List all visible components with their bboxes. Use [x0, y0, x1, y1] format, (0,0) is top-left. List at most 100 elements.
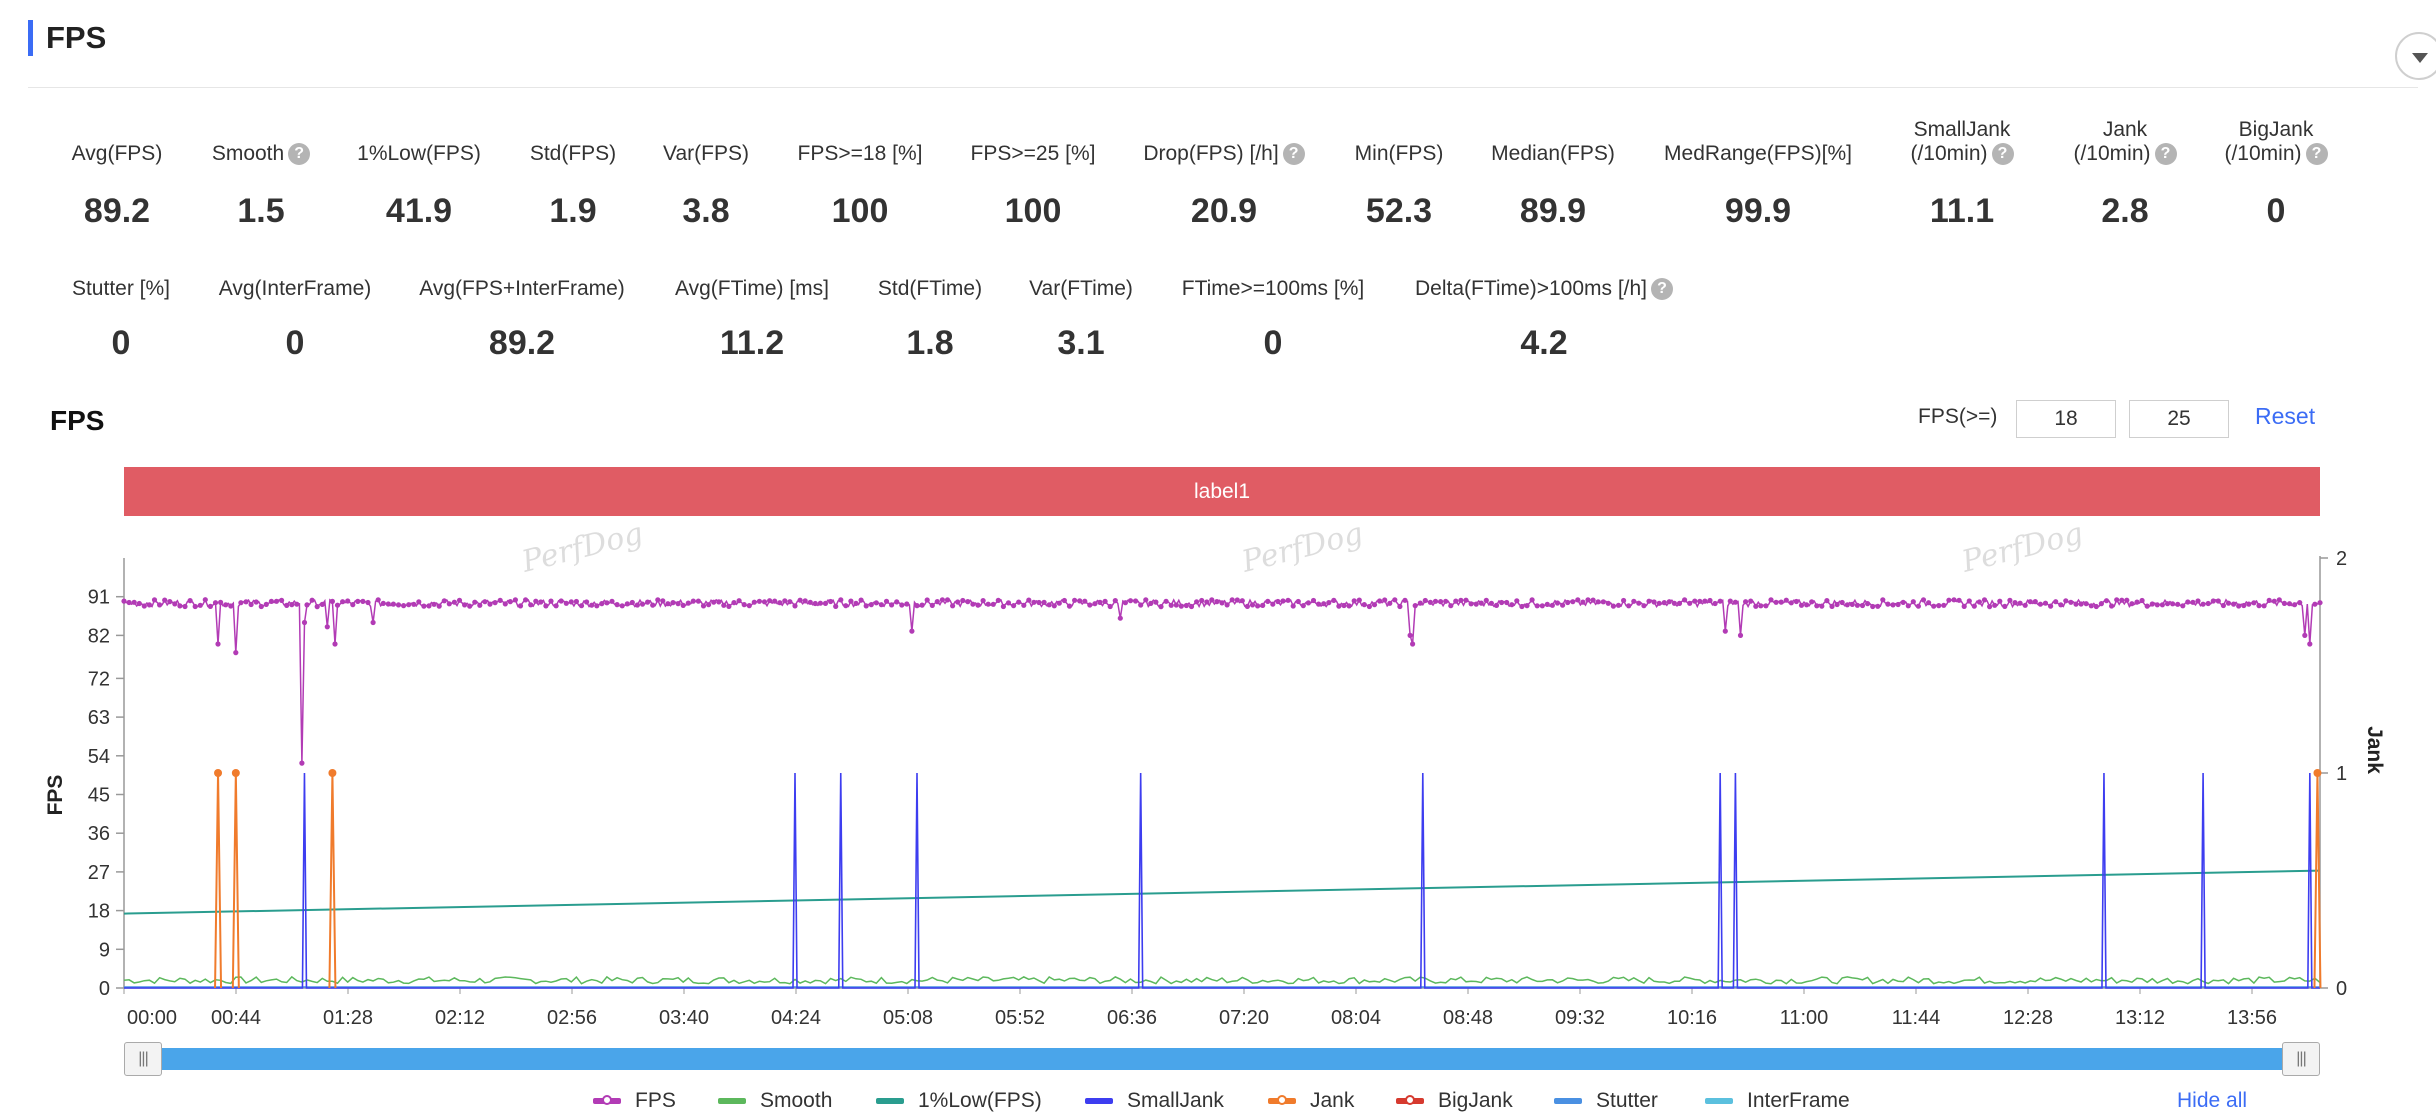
help-icon[interactable]: ? — [1651, 278, 1674, 301]
fps-point — [1946, 597, 1952, 603]
fps-point — [589, 602, 595, 608]
fps-point — [2098, 601, 2104, 607]
fps-point — [1087, 602, 1093, 608]
fps-threshold-1-input[interactable] — [2016, 400, 2116, 438]
fps-point — [472, 599, 478, 605]
slider-left-handle[interactable]: ||| — [124, 1042, 162, 1076]
fps-point — [2027, 599, 2033, 605]
fps-point — [492, 600, 498, 606]
reset-button[interactable]: Reset — [2255, 403, 2316, 429]
fps-point — [797, 597, 803, 603]
fps-point — [1473, 601, 1479, 607]
series-line-smalljank — [124, 772, 2320, 989]
fps-point — [1595, 599, 1601, 605]
y2-tick-label: 1 — [2336, 763, 2347, 785]
legend-label: Stutter — [1596, 1089, 1658, 1112]
fps-point — [1697, 598, 1703, 604]
fps-point — [1661, 600, 1667, 606]
metric-value: 89.9 — [1519, 192, 1587, 230]
fps-point — [1000, 603, 1007, 610]
fps-threshold-2-input[interactable] — [2129, 400, 2229, 438]
fps-point — [431, 601, 437, 607]
fps-point — [1331, 597, 1337, 603]
fps-point — [426, 603, 432, 609]
fps-point — [1478, 600, 1484, 606]
fps-point — [248, 601, 254, 608]
help-icon[interactable]: ? — [1991, 143, 2014, 166]
legend-item-jank[interactable]: Jank — [1268, 1088, 1354, 1114]
hide-all-button[interactable]: Hide all — [2177, 1089, 2248, 1112]
metric-label: 1%Low(FPS) — [357, 142, 481, 165]
fps-point — [482, 599, 488, 605]
metric-avg-fps-interframe: Avg(FPS+InterFrame) 89.2 — [362, 253, 682, 362]
help-icon[interactable]: ? — [288, 143, 311, 166]
metric-value: 1.9 — [549, 192, 597, 230]
fps-point — [756, 598, 763, 604]
legend-item-smooth[interactable]: Smooth — [718, 1088, 832, 1114]
fps-point — [1321, 601, 1327, 607]
fps-point — [1244, 603, 1250, 609]
slider-track[interactable] — [144, 1048, 2300, 1070]
fps-point — [2195, 598, 2201, 604]
jank-point — [2313, 769, 2322, 777]
fps-point — [1153, 599, 1159, 605]
fps-point — [990, 601, 996, 607]
help-icon[interactable]: ? — [2154, 143, 2177, 166]
metric-value: 11.2 — [719, 324, 785, 362]
fps-point — [1651, 599, 1657, 605]
fps-point — [1122, 600, 1128, 606]
fps-point — [1346, 603, 1352, 609]
fps-point — [1163, 598, 1169, 604]
help-icon[interactable]: ? — [1282, 143, 1305, 166]
fps-point — [1732, 599, 1738, 605]
fps-point — [1646, 598, 1652, 604]
fps-point — [634, 602, 641, 608]
metric-value: 100 — [1004, 192, 1062, 230]
legend-label: Jank — [1310, 1089, 1355, 1112]
fps-point — [1453, 598, 1459, 604]
fps-point — [121, 598, 127, 604]
y-tick-label: 18 — [88, 901, 110, 923]
fps-point — [1483, 597, 1489, 603]
fps-point — [215, 641, 221, 647]
x-tick-label: 05:08 — [883, 1007, 933, 1029]
metric-value: 99.9 — [1724, 192, 1792, 230]
legend-item-smalljank[interactable]: SmallJank — [1085, 1088, 1224, 1114]
fps-point — [1499, 599, 1505, 606]
label-band[interactable]: label1 — [124, 467, 2320, 516]
legend-item-interframe[interactable]: InterFrame — [1705, 1088, 1850, 1114]
x-tick-label: 02:12 — [435, 1007, 485, 1029]
metric-label-unit: (/10min)? — [1965, 142, 2285, 166]
fps-point — [1234, 597, 1240, 603]
legend-item-1-low-fps-[interactable]: 1%Low(FPS) — [876, 1088, 1042, 1114]
fps-point — [1987, 604, 1993, 610]
fps-point — [2246, 601, 2252, 607]
fps-point — [1412, 603, 1418, 609]
fps-point — [1326, 600, 1332, 606]
fps-point — [2037, 601, 2043, 607]
help-icon[interactable]: ? — [2305, 143, 2328, 166]
fps-point — [1870, 603, 1876, 610]
metric-label: Min(FPS) — [1354, 142, 1444, 165]
collapse-button[interactable] — [2395, 32, 2436, 80]
fps-point — [187, 598, 193, 604]
metric-value: 2.8 — [2101, 192, 2149, 230]
legend-item-fps[interactable]: FPS — [593, 1088, 676, 1114]
metric-label: FPS>=18 [%] — [797, 142, 923, 165]
legend-item-bigjank[interactable]: BigJank — [1396, 1088, 1513, 1114]
y-tick-label: 72 — [88, 668, 110, 690]
slider-right-handle[interactable]: ||| — [2282, 1042, 2320, 1076]
fps-point — [995, 597, 1001, 603]
metric-label-unit: (/10min)? — [2116, 142, 2436, 166]
fps-point — [716, 599, 722, 605]
fps-point — [563, 600, 569, 606]
time-range-slider[interactable]: ||| ||| — [124, 1042, 2320, 1076]
x-tick-label: 08:48 — [1443, 1007, 1493, 1029]
legend-label: FPS — [635, 1089, 676, 1112]
fps-point — [1920, 597, 1927, 603]
legend-item-stutter[interactable]: Stutter — [1554, 1088, 1658, 1114]
fps-point — [1102, 598, 1108, 604]
legend-swatch-icon — [1085, 1098, 1113, 1105]
fps-point — [1854, 602, 1860, 608]
fps-point — [650, 602, 656, 608]
